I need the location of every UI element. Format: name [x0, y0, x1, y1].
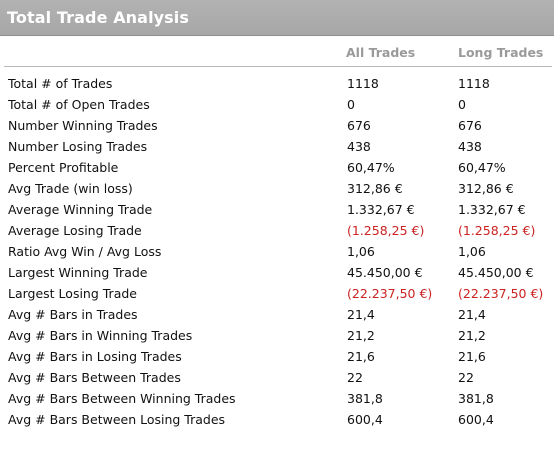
- row-label: Number Losing Trades: [8, 139, 148, 154]
- long-trades-value: 1.332,67 €: [458, 202, 526, 217]
- long-trades-value: 438: [458, 139, 482, 154]
- all-trades-value: 381,8: [347, 391, 383, 406]
- table-row: Avg # Bars Between Trades 22 22: [0, 367, 554, 388]
- long-trades-value: 1118: [458, 76, 490, 91]
- row-label: Average Winning Trade: [8, 202, 153, 217]
- all-trades-value: 0: [347, 97, 355, 112]
- all-trades-value: 438: [347, 139, 371, 154]
- table-row: Avg # Bars Between Losing Trades 600,4 600…: [0, 409, 554, 430]
- table-row: Percent Profitable 60,47% 60,47%: [0, 157, 554, 178]
- table-row: Largest Winning Trade 45.450,00 € 45.450,0…: [0, 262, 554, 283]
- table-row: Avg # Bars in Losing Trades 21,6 21,6: [0, 346, 554, 367]
- row-label: Percent Profitable: [8, 160, 119, 175]
- row-label: Total # of Trades: [8, 76, 113, 91]
- row-label: Avg # Bars Between Winning Trades: [8, 391, 236, 406]
- table-row: Ratio Avg Win / Avg Loss 1,06 1,06: [0, 241, 554, 262]
- table-row: Total # of Open Trades 0 0: [0, 94, 554, 115]
- table-row: Avg # Bars in Trades 21,4 21,4: [0, 304, 554, 325]
- long-trades-value: 45.450,00 €: [458, 265, 534, 280]
- row-label: Total # of Open Trades: [8, 97, 150, 112]
- long-trades-value: 22: [458, 370, 474, 385]
- long-trades-value: 21,2: [458, 328, 486, 343]
- row-label: Avg # Bars Between Losing Trades: [8, 412, 226, 427]
- all-trades-value: 60,47%: [347, 160, 395, 175]
- panel-header: Total Trade Analysis: [0, 0, 554, 36]
- long-trades-value: 676: [458, 118, 482, 133]
- panel-title: Total Trade Analysis: [7, 8, 190, 27]
- long-trades-value: 21,6: [458, 349, 486, 364]
- row-label: Largest Winning Trade: [8, 265, 148, 280]
- long-trades-value: 381,8: [458, 391, 494, 406]
- row-label: Number Winning Trades: [8, 118, 158, 133]
- table-row: Average Winning Trade 1.332,67 € 1.332,67 …: [0, 199, 554, 220]
- long-trades-value: 0: [458, 97, 466, 112]
- all-trades-value: 600,4: [347, 412, 383, 427]
- row-label: Largest Losing Trade: [8, 286, 137, 301]
- row-label: Avg # Bars in Losing Trades: [8, 349, 182, 364]
- all-trades-value: 21,2: [347, 328, 375, 343]
- column-header-long-trades: Long Trades: [458, 45, 544, 60]
- table-row: Avg Trade (win loss) 312,86 € 312,86 €: [0, 178, 554, 199]
- row-label: Avg Trade (win loss): [8, 181, 133, 196]
- all-trades-value: 21,4: [347, 307, 375, 322]
- row-label: Avg # Bars in Trades: [8, 307, 138, 322]
- long-trades-value: 21,4: [458, 307, 486, 322]
- trade-analysis-table: Total # of Trades 1118 1118 Total # of Open…: [0, 73, 554, 430]
- all-trades-value: 21,6: [347, 349, 375, 364]
- long-trades-value: 1,06: [458, 244, 486, 259]
- all-trades-value: (1.258,25 €): [347, 223, 425, 238]
- long-trades-value: 60,47%: [458, 160, 506, 175]
- row-label: Avg # Bars Between Trades: [8, 370, 181, 385]
- all-trades-value: 1,06: [347, 244, 375, 259]
- all-trades-value: 45.450,00 €: [347, 265, 423, 280]
- all-trades-value: 676: [347, 118, 371, 133]
- row-label: Avg # Bars in Winning Trades: [8, 328, 193, 343]
- all-trades-value: 1118: [347, 76, 379, 91]
- long-trades-value: (1.258,25 €): [458, 223, 536, 238]
- table-row: Avg # Bars in Winning Trades 21,2 21,2: [0, 325, 554, 346]
- table-row: Total # of Trades 1118 1118: [0, 73, 554, 94]
- long-trades-value: (22.237,50 €): [458, 286, 544, 301]
- table-row: Avg # Bars Between Winning Trades 381,8 38…: [0, 388, 554, 409]
- all-trades-value: 312,86 €: [347, 181, 403, 196]
- all-trades-value: 22: [347, 370, 363, 385]
- table-row: Number Losing Trades 438 438: [0, 136, 554, 157]
- table-row: Average Losing Trade (1.258,25 €) (1.258,2…: [0, 220, 554, 241]
- row-label: Ratio Avg Win / Avg Loss: [8, 244, 162, 259]
- header-divider: [4, 66, 552, 67]
- long-trades-value: 312,86 €: [458, 181, 514, 196]
- all-trades-value: (22.237,50 €): [347, 286, 433, 301]
- table-row: Number Winning Trades 676 676: [0, 115, 554, 136]
- column-header-all-trades: All Trades: [346, 45, 416, 60]
- long-trades-value: 600,4: [458, 412, 494, 427]
- table-row: Largest Losing Trade (22.237,50 €) (22.237…: [0, 283, 554, 304]
- row-label: Average Losing Trade: [8, 223, 142, 238]
- all-trades-value: 1.332,67 €: [347, 202, 415, 217]
